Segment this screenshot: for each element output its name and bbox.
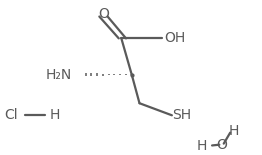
Text: H: H xyxy=(196,139,207,153)
Text: OH: OH xyxy=(164,31,185,45)
Text: O: O xyxy=(98,7,109,20)
Text: O: O xyxy=(216,138,227,152)
Text: Cl: Cl xyxy=(4,108,18,122)
Text: H: H xyxy=(229,124,239,138)
Text: H: H xyxy=(50,108,61,122)
Text: H₂N: H₂N xyxy=(46,68,72,82)
Text: SH: SH xyxy=(172,108,191,122)
